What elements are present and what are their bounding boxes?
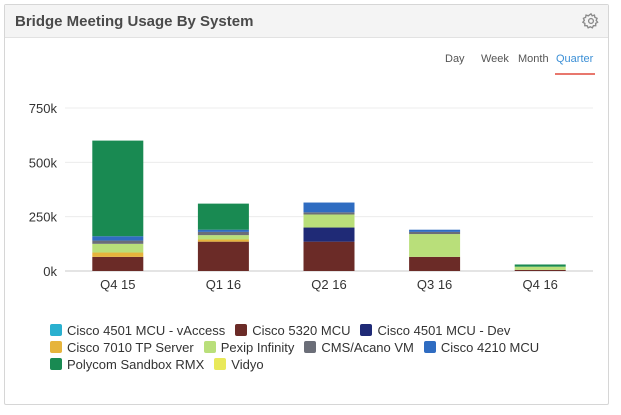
bar-segment [92, 236, 144, 241]
chart-legend: Cisco 4501 MCU - vAccess Cisco 5320 MCU Ci… [50, 323, 600, 374]
gear-icon[interactable] [582, 12, 600, 30]
legend-item[interactable]: Cisco 4501 MCU - Dev [360, 323, 510, 338]
bar-segment [92, 240, 144, 244]
bar-segment [92, 256, 144, 271]
stacked-bar-chart: 0k 250k 500k 750k Q4 15 Q1 16 Q2 16 Q3 16 Q4 16 [29, 101, 593, 292]
bar-segment [197, 235, 249, 240]
legend-swatch [423, 341, 436, 353]
legend-item[interactable]: Cisco 4501 MCU - vAccess [50, 323, 225, 338]
y-tick-label: 0k [43, 264, 57, 279]
bar-segment [92, 252, 144, 257]
legend-label: Pexip Infinity [220, 340, 295, 355]
legend-label: CMS/Acano VM [321, 340, 414, 355]
legend-label: Cisco 4501 MCU - vAccess [67, 323, 226, 338]
bar-segment [303, 214, 355, 228]
bar-segment [303, 202, 355, 213]
legend-swatch [214, 358, 227, 370]
bar-segment [409, 229, 461, 232]
legend-label: Polycom Sandbox RMX [67, 357, 205, 372]
bar-segment [409, 231, 461, 235]
legend-swatch [304, 341, 317, 353]
tab-month[interactable]: Month [518, 53, 549, 65]
y-tick-label: 500k [29, 155, 58, 170]
legend-label: Cisco 5320 MCU [252, 323, 351, 338]
x-tick-label: Q3 16 [417, 277, 452, 292]
legend-item[interactable]: Pexip Infinity [203, 340, 295, 355]
legend-row: Cisco 7010 TP Server Pexip Infinity CMS/Ac… [50, 340, 600, 357]
tab-week[interactable]: Week [481, 53, 509, 65]
legend-swatch [50, 341, 62, 353]
period-tabs: Day Week Month Quarter [5, 53, 608, 79]
y-tick-label: 250k [29, 210, 58, 225]
legend-item[interactable]: Cisco 4210 MCU [423, 340, 540, 355]
legend-item[interactable]: Cisco 5320 MCU [235, 323, 350, 338]
tab-day[interactable]: Day [445, 53, 465, 65]
bar-segment [514, 269, 566, 271]
legend-item[interactable]: Vidyo [214, 357, 264, 372]
legend-label: Cisco 4210 MCU [440, 340, 540, 355]
legend-item[interactable]: Cisco 7010 TP Server [50, 340, 194, 355]
legend-swatch [203, 341, 216, 353]
legend-swatch [235, 324, 248, 336]
bar-segment [197, 203, 249, 230]
legend-swatch [360, 324, 373, 336]
bar-segment [303, 227, 355, 242]
legend-item[interactable]: Polycom Sandbox RMX [50, 357, 204, 372]
widget-header: Bridge Meeting Usage By System [5, 5, 608, 38]
x-tick-label: Q4 16 [522, 277, 557, 292]
tab-quarter[interactable]: Quarter [556, 53, 594, 65]
legend-row: Polycom Sandbox RMX Vidyo [50, 357, 600, 374]
legend-swatch [50, 324, 62, 336]
legend-row: Cisco 4501 MCU - vAccess Cisco 5320 MCU Ci… [50, 323, 600, 340]
bar-segment [409, 234, 461, 257]
legend-label: Cisco 4501 MCU - Dev [377, 323, 511, 338]
y-tick-label: 750k [29, 101, 58, 116]
bar-segment [197, 229, 249, 232]
legend-item[interactable]: CMS/Acano VM [304, 340, 414, 355]
bar-segment [409, 256, 461, 271]
bar-segment [514, 266, 566, 270]
legend-swatch [50, 358, 62, 370]
legend-label: Cisco 7010 TP Server [67, 340, 194, 355]
x-tick-label: Q1 16 [206, 277, 241, 292]
x-tick-label: Q4 15 [100, 277, 135, 292]
legend-label: Vidyo [231, 357, 264, 372]
x-tick-label: Q2 16 [311, 277, 346, 292]
bar-segment [514, 264, 566, 267]
bar-segment [197, 231, 249, 236]
bar-segment [197, 241, 249, 271]
active-tab-indicator [555, 73, 595, 75]
bar-segment [303, 241, 355, 271]
bar-segment [197, 239, 249, 242]
usage-widget: Bridge Meeting Usage By System Day Week … [4, 4, 609, 405]
bar-segment [92, 140, 144, 237]
bar-segment [303, 212, 355, 215]
widget-title: Bridge Meeting Usage By System [15, 13, 254, 30]
bar-segment [92, 243, 144, 253]
